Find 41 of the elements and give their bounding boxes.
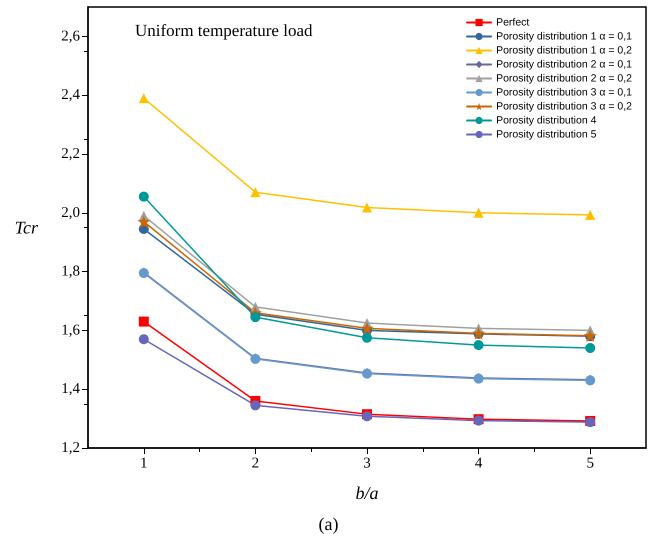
y-tick-label: 1,6: [61, 322, 80, 338]
y-axis-title: Tcr: [14, 218, 39, 238]
y-tick-label: 1,2: [61, 440, 80, 456]
legend-label: Porosity distribution 3 α = 0,1: [496, 86, 632, 98]
legend-label: Porosity distribution 4: [496, 114, 597, 126]
point: [138, 334, 149, 344]
y-tick-label: 1,8: [61, 264, 80, 280]
point: [362, 332, 372, 343]
legend-label: Porosity distribution 3 α = 0,2: [496, 100, 632, 112]
y-tick-label: 1,4: [61, 381, 80, 398]
legend-label: Porosity distribution 1 α = 0,2: [496, 44, 632, 56]
point: [138, 93, 149, 104]
x-tick-label: 5: [586, 456, 594, 472]
x-tick-label: 3: [363, 456, 371, 472]
point: [250, 400, 260, 410]
point: [360, 322, 374, 335]
point: [474, 208, 484, 218]
legend-label: Porosity distribution 1 α = 0,1: [496, 30, 632, 42]
point: [250, 312, 260, 322]
point: [585, 343, 596, 354]
point: [585, 210, 596, 220]
legend-label: Porosity distribution 5: [496, 128, 597, 140]
point: [250, 187, 260, 198]
x-axis-title: b/a: [355, 483, 379, 503]
point: [474, 340, 484, 350]
text: Uniform temperature load: [135, 21, 313, 40]
y-tick-label: 2,0: [61, 204, 80, 221]
text: (a): [318, 514, 338, 534]
point: [362, 202, 372, 213]
y-tick-label: 2,2: [61, 146, 80, 162]
legend-label: Perfect: [496, 16, 530, 28]
point: [138, 192, 149, 202]
y-tick-label: 2,4: [61, 87, 80, 104]
legend-label: Porosity distribution 2 α = 0,2: [496, 72, 632, 84]
x-tick-label: 4: [474, 456, 483, 472]
legend-label: Porosity distribution 2 α = 0,1: [496, 58, 632, 70]
point: [138, 316, 149, 327]
x-tick-label: 2: [252, 456, 260, 472]
point: [137, 215, 150, 228]
x-tick-label: 1: [140, 456, 148, 472]
y-tick-label: 2,6: [61, 28, 80, 44]
